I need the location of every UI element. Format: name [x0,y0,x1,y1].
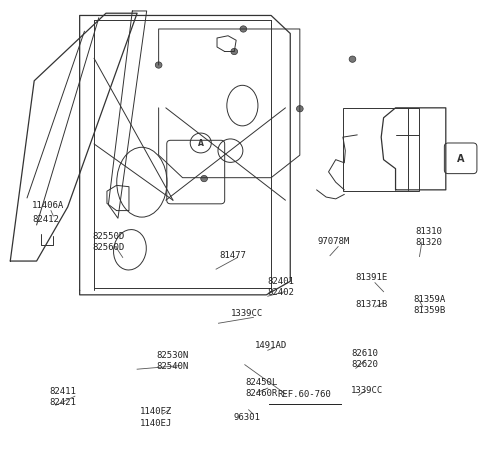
Text: 11406A: 11406A [32,201,64,210]
Circle shape [156,63,162,69]
Text: 81310
81320: 81310 81320 [416,227,443,247]
Text: 82530N
82540N: 82530N 82540N [157,350,189,370]
Text: 97078M: 97078M [317,237,349,246]
Text: 81477: 81477 [219,250,246,259]
Circle shape [349,57,356,63]
Circle shape [201,176,207,182]
Text: 82401
82402: 82401 82402 [267,276,294,296]
Text: A: A [198,139,204,148]
Text: 1140FZ
1140EJ: 1140FZ 1140EJ [140,406,172,427]
Text: 81371B: 81371B [356,300,388,308]
Text: 82550D
82560D: 82550D 82560D [92,231,124,251]
Text: 82610
82620: 82610 82620 [351,348,378,368]
Text: 82412: 82412 [33,214,60,223]
Text: 1339CC: 1339CC [351,385,383,394]
Text: 82411
82421: 82411 82421 [49,387,76,406]
Text: 1491AD: 1491AD [255,340,287,349]
Text: 81359A
81359B: 81359A 81359B [413,294,445,314]
Text: 82450L
82460R: 82450L 82460R [245,377,277,397]
Circle shape [240,27,247,33]
Circle shape [297,106,303,113]
Circle shape [231,49,238,55]
Text: 1339CC: 1339CC [231,308,264,318]
Text: REF.60-760: REF.60-760 [278,390,332,399]
Text: A: A [457,154,464,164]
Text: 81391E: 81391E [356,273,388,282]
Text: 96301: 96301 [234,412,261,421]
